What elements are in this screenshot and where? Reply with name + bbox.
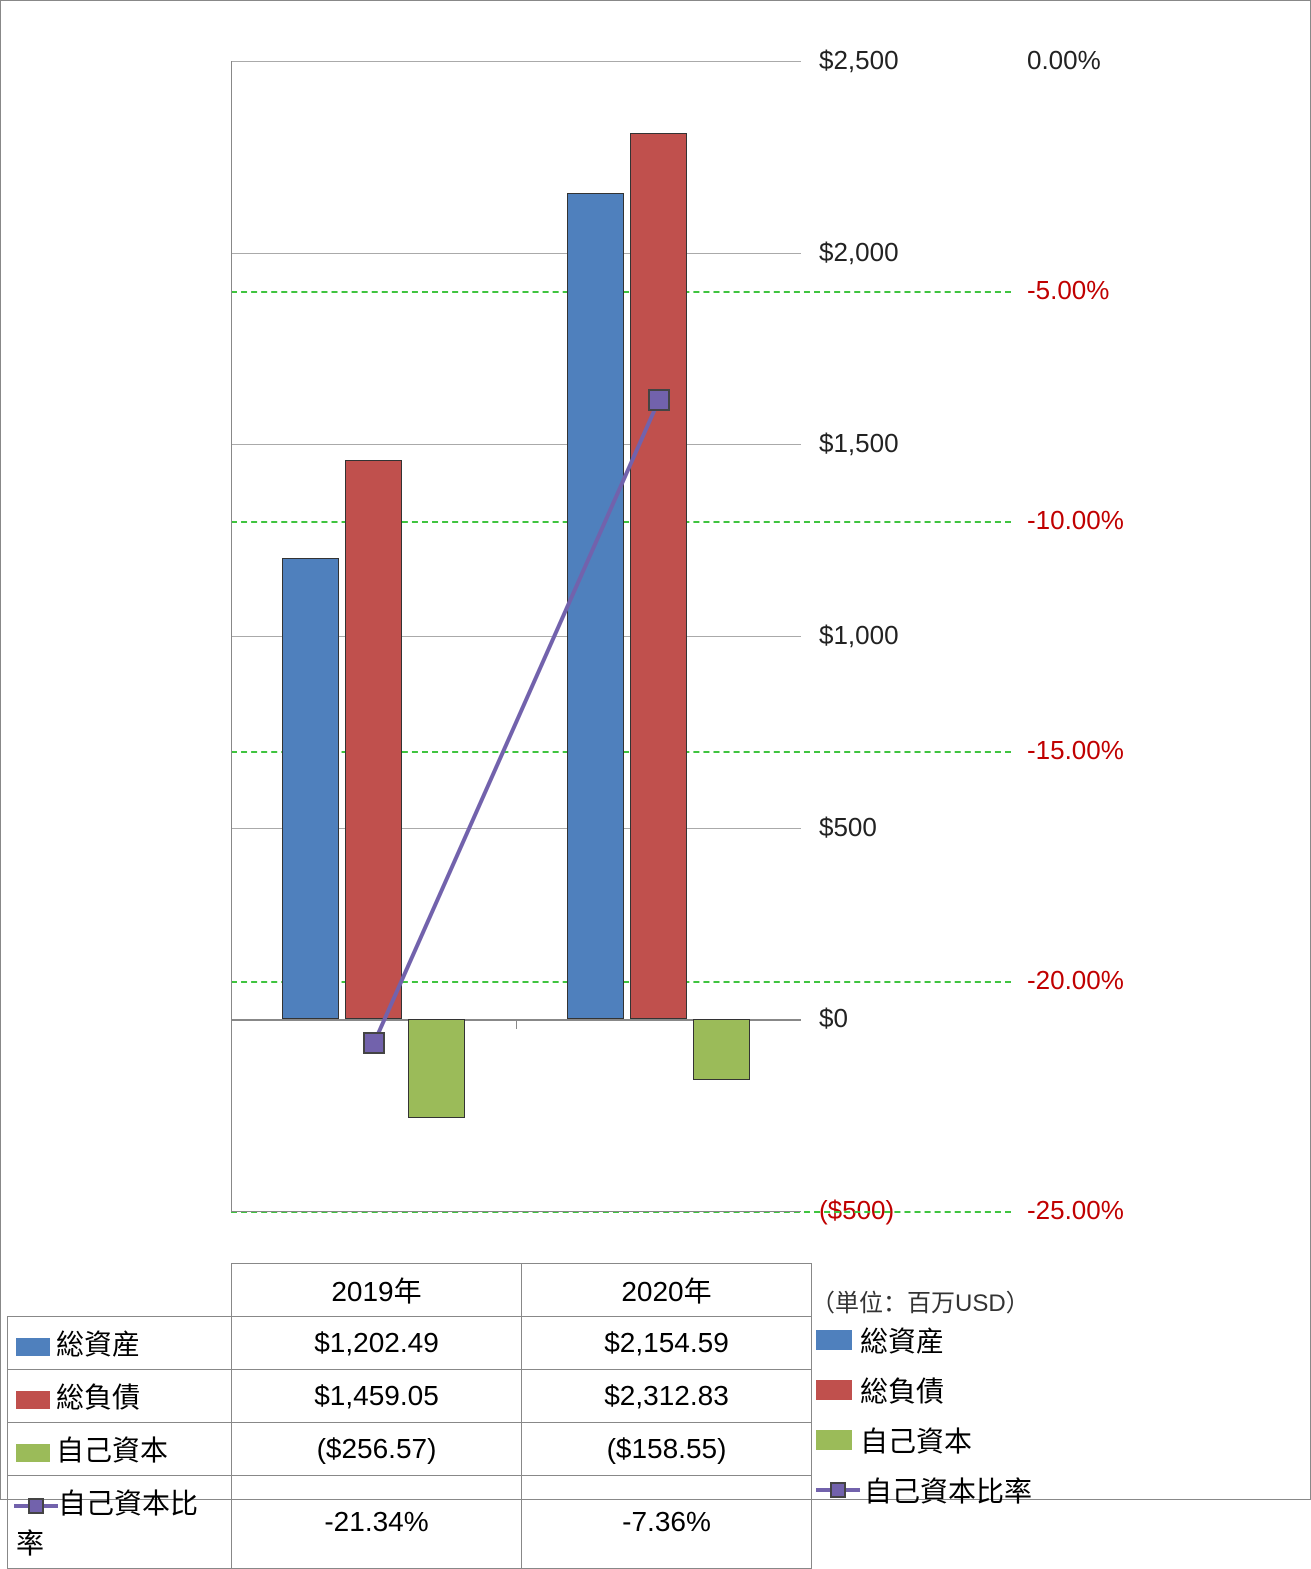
chart-frame: 2019年2020年総資産 $1,202.49$2,154.59 総負債 $1,459… (0, 0, 1311, 1500)
row-label: 総負債 (56, 1382, 140, 1413)
y2-tick-label: -15.00% (1027, 735, 1124, 766)
row-label-cell: 総負債 (8, 1370, 232, 1423)
y2-tick-label: -5.00% (1027, 275, 1109, 306)
row-label-cell: 自己資本比率 (8, 1476, 232, 1569)
y1-tick-label: $1,500 (819, 428, 899, 459)
bar-total_liab-1 (630, 133, 687, 1020)
y1-gridline (231, 61, 801, 62)
plot-border-left (231, 61, 232, 1211)
y2-tick-label: 0.00% (1027, 45, 1101, 76)
y1-tick-label: $500 (819, 812, 877, 843)
row-label: 総資産 (56, 1329, 140, 1360)
table-cell: $1,459.05 (232, 1370, 522, 1423)
series-line-icon (16, 1498, 56, 1514)
row-label-cell: 総資産 (8, 1317, 232, 1370)
table-row: 総負債 $1,459.05$2,312.83 (8, 1370, 812, 1423)
table-row: 自己資本比率-21.34%-7.36% (8, 1476, 812, 1569)
series-swatch-icon (16, 1338, 50, 1356)
bar-total_assets-0 (282, 558, 339, 1019)
table-cell: ($158.55) (522, 1423, 812, 1476)
y1-tick-label: $2,500 (819, 45, 899, 76)
data-table: 2019年2020年総資産 $1,202.49$2,154.59 総負債 $1,459… (7, 1263, 812, 1569)
table-row: 総資産 $1,202.49$2,154.59 (8, 1317, 812, 1370)
y2-tick-label: -25.00% (1027, 1195, 1124, 1226)
legend-item: 自己資本比率 (816, 1465, 1032, 1515)
table-row: 自己資本 ($256.57)($158.55) (8, 1423, 812, 1476)
y1-tick-label: $2,000 (819, 237, 899, 268)
series-swatch-icon (16, 1391, 50, 1409)
table-cell: $1,202.49 (232, 1317, 522, 1370)
ratio-marker-1 (648, 389, 670, 411)
table-cell: -7.36% (522, 1476, 812, 1569)
series-swatch-icon (16, 1444, 50, 1462)
bar-total_liab-0 (345, 460, 402, 1019)
legend-label: 総負債 (860, 1370, 944, 1410)
bar-equity-0 (408, 1019, 465, 1117)
legend-line-icon (816, 1482, 860, 1498)
bar-equity-1 (693, 1019, 750, 1080)
row-label: 自己資本 (56, 1435, 168, 1466)
y1-gridline (231, 253, 801, 254)
ratio-marker-0 (363, 1032, 385, 1054)
y1-tick-label: $0 (819, 1003, 848, 1034)
legend-swatch-icon (816, 1330, 852, 1350)
category-divider (516, 1019, 517, 1029)
y1-tick-label: $1,000 (819, 620, 899, 651)
table-header-1: 2019年 (232, 1264, 522, 1317)
bar-total_assets-1 (567, 193, 624, 1019)
y2-tick-label: -10.00% (1027, 505, 1124, 536)
y1-gridline (231, 444, 801, 445)
table-cell: -21.34% (232, 1476, 522, 1569)
y2-tick-label: -20.00% (1027, 965, 1124, 996)
legend-item: 総負債 (816, 1365, 1032, 1415)
row-label-cell: 自己資本 (8, 1423, 232, 1476)
plot-border-bottom (231, 1211, 801, 1212)
legend-label: 自己資本 (860, 1420, 972, 1460)
legend-label: 総資産 (860, 1320, 944, 1360)
table-cell: ($256.57) (232, 1423, 522, 1476)
legend-item: 総資産 (816, 1315, 1032, 1365)
legend-swatch-icon (816, 1380, 852, 1400)
table-header-2: 2020年 (522, 1264, 812, 1317)
table-cell: $2,154.59 (522, 1317, 812, 1370)
legend-label: 自己資本比率 (864, 1470, 1032, 1510)
legend-item: 自己資本 (816, 1415, 1032, 1465)
legend-swatch-icon (816, 1430, 852, 1450)
unit-label: （単位：百万USD） (811, 1283, 1030, 1318)
table-cell: $2,312.83 (522, 1370, 812, 1423)
legend: 総資産総負債自己資本自己資本比率 (816, 1315, 1032, 1515)
table-header-blank (8, 1264, 232, 1317)
